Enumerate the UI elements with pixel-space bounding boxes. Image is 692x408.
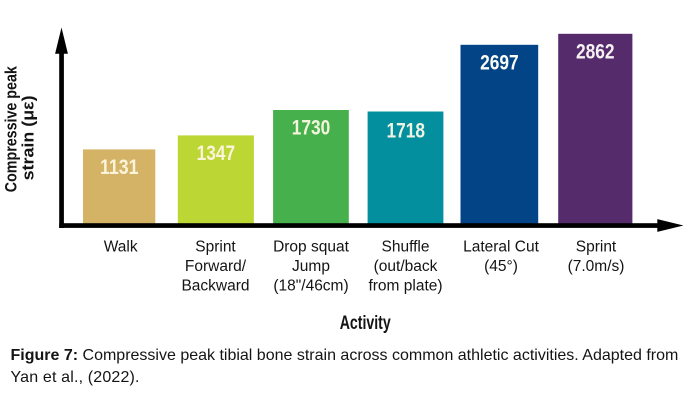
svg-text:Walk: Walk [104,239,138,256]
svg-text:Backward: Backward [181,278,249,295]
svg-text:Sprint: Sprint [576,239,617,256]
svg-text:1347: 1347 [197,141,236,165]
svg-text:(out/back: (out/back [374,258,438,275]
svg-text:Shuffle: Shuffle [382,239,430,256]
svg-text:Compressive peak: Compressive peak [1,66,20,192]
svg-text:Drop squat: Drop squat [273,239,350,256]
svg-text:Figure 7: Compressive peak tib: Figure 7: Compressive peak tibial bone s… [11,347,679,364]
svg-text:1718: 1718 [387,118,426,142]
svg-text:(18"/46cm): (18"/46cm) [273,278,348,295]
svg-text:Yan et al., (2022).: Yan et al., (2022). [11,369,140,386]
svg-text:(7.0m/s): (7.0m/s) [568,258,625,275]
svg-text:2862: 2862 [576,40,615,64]
svg-text:2697: 2697 [480,51,519,75]
svg-text:Lateral Cut: Lateral Cut [463,239,540,256]
svg-text:1131: 1131 [100,155,139,179]
svg-text:Forward/: Forward/ [185,258,247,275]
svg-text:strain (με): strain (με) [19,95,38,180]
svg-text:Activity: Activity [340,313,391,334]
svg-text:Jump: Jump [292,258,330,275]
svg-text:1730: 1730 [292,116,331,140]
svg-text:(45°): (45°) [484,258,518,275]
svg-text:from plate): from plate) [368,278,442,295]
svg-text:Sprint: Sprint [195,239,236,256]
